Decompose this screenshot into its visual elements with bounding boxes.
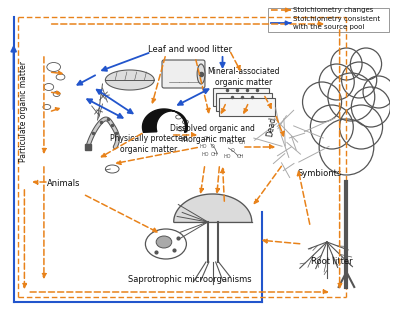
Text: Mineral-associated
organic matter: Mineral-associated organic matter xyxy=(208,67,280,87)
Text: HO: HO xyxy=(224,154,231,159)
Text: HO: HO xyxy=(226,140,234,145)
FancyBboxPatch shape xyxy=(162,60,205,88)
Text: Saprotrophic microorganisms: Saprotrophic microorganisms xyxy=(128,275,252,285)
FancyBboxPatch shape xyxy=(216,93,272,111)
Text: O: O xyxy=(230,148,234,153)
Text: O: O xyxy=(211,144,215,149)
Text: Leaf and wood litter: Leaf and wood litter xyxy=(148,45,232,53)
Text: OH: OH xyxy=(236,154,244,159)
FancyBboxPatch shape xyxy=(213,88,269,106)
Ellipse shape xyxy=(156,236,172,248)
Text: Symbionts: Symbionts xyxy=(298,169,342,178)
Polygon shape xyxy=(106,70,154,90)
Text: HO: HO xyxy=(199,144,207,149)
Text: OH: OH xyxy=(238,140,246,145)
Text: Physically protected
organic matter: Physically protected organic matter xyxy=(110,134,187,154)
Text: Stoichiometry consistent
with the source pool: Stoichiometry consistent with the source… xyxy=(293,17,380,30)
Ellipse shape xyxy=(197,64,205,84)
Polygon shape xyxy=(142,109,187,132)
Text: Dead: Dead xyxy=(265,116,278,138)
Text: Stoichiometry changes: Stoichiometry changes xyxy=(293,7,373,13)
Text: Root litter: Root litter xyxy=(311,257,353,266)
Text: OH: OH xyxy=(204,136,212,141)
FancyBboxPatch shape xyxy=(219,98,275,116)
Text: Particulate organic matter: Particulate organic matter xyxy=(19,61,28,163)
Text: Dissolved organic and
inorganic matter: Dissolved organic and inorganic matter xyxy=(170,124,255,144)
Text: Animals: Animals xyxy=(47,179,80,188)
Text: OH: OH xyxy=(211,152,218,157)
Text: HO: HO xyxy=(201,152,209,157)
Polygon shape xyxy=(174,194,252,222)
